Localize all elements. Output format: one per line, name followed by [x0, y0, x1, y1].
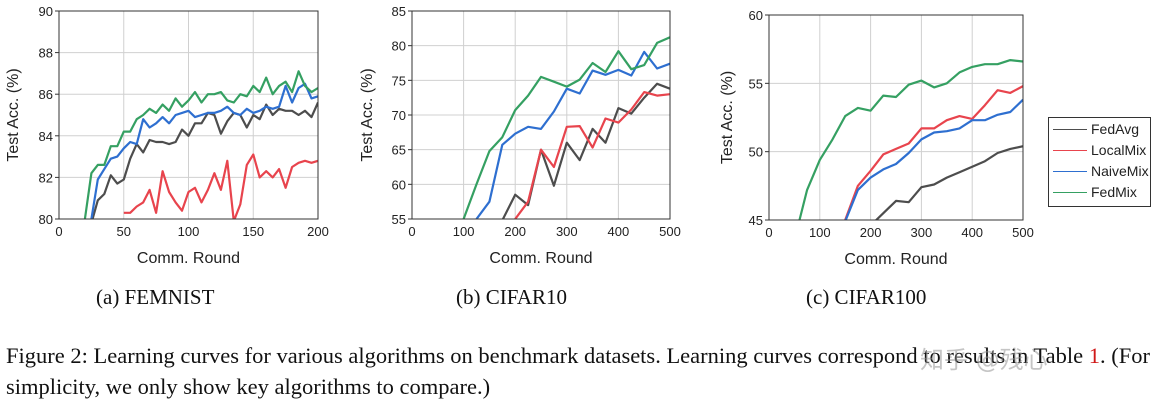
cifar100-chart: 0 100 200 300 400 500 45 50 55 60 Comm. Round Test … [719, 8, 1034, 268]
legend: FedAvg LocalMix NaiveMix FedMix [1048, 117, 1151, 207]
legend-label: FedMix [1091, 184, 1137, 200]
x-tick-label: 50 [117, 224, 131, 239]
plot-frame [768, 14, 1024, 221]
subcaption-cifar100: (c) CIFAR100 [806, 285, 927, 309]
y-tick-label: 86 [39, 87, 53, 102]
fedavg-line-swatch [1053, 128, 1087, 130]
y-tick-label: 84 [39, 129, 53, 144]
series-line-fedmix [798, 59, 1023, 220]
x-tick-label: 100 [453, 224, 475, 239]
subcaption-cifar10: (b) CIFAR10 [456, 285, 568, 309]
legend-label: NaiveMix [1091, 163, 1149, 179]
series-line-naivemix [90, 82, 318, 219]
plot-frame [411, 10, 671, 220]
x-tick-label: 100 [809, 225, 831, 240]
x-tick-label: 0 [765, 225, 772, 240]
y-tick-label: 88 [39, 46, 53, 61]
series-line-localmix [514, 91, 670, 219]
cifar10-chart: 0 100 200 300 400 500 55 60 65 70 75 80 85 Comm. Roun… [359, 4, 681, 267]
x-tick-label: 200 [307, 224, 329, 239]
legend-item-naivemix: NaiveMix [1053, 161, 1149, 181]
y-axis-label: Test Acc. (%) [719, 71, 736, 164]
x-tick-label: 400 [608, 224, 630, 239]
naivemix-line-swatch [1053, 170, 1087, 172]
caption-text-2: . (For simplicity, we only show key algo… [6, 343, 1150, 399]
y-axis-label: Test Acc. (%) [5, 68, 22, 161]
table-reference-link[interactable]: 1 [1088, 343, 1100, 368]
x-tick-label: 100 [178, 224, 200, 239]
y-tick-label: 55 [749, 76, 763, 91]
figure-caption: Figure 2: Learning curves for various al… [6, 340, 1162, 402]
y-tick-label: 60 [392, 177, 406, 192]
x-tick-label: 500 [659, 224, 681, 239]
series-line-fedmix [462, 36, 670, 219]
series-line-naivemix [844, 98, 1023, 220]
x-tick-label: 200 [504, 224, 526, 239]
x-tick-label: 400 [961, 225, 983, 240]
y-tick-label: 90 [39, 4, 53, 19]
x-axis-label: Comm. Round [844, 251, 947, 268]
series-line-fedavg [874, 145, 1023, 220]
y-tick-label: 55 [392, 212, 406, 227]
legend-item-localmix: LocalMix [1053, 140, 1146, 160]
y-tick-label: 70 [392, 108, 406, 123]
fedmix-line-swatch [1053, 191, 1087, 193]
localmix-line-swatch [1053, 149, 1087, 151]
series-line-naivemix [475, 50, 670, 219]
series-line-localmix [844, 85, 1023, 220]
y-tick-label: 80 [39, 212, 53, 227]
x-tick-label: 150 [242, 224, 264, 239]
y-tick-label: 82 [39, 170, 53, 185]
legend-item-fedavg: FedAvg [1053, 119, 1139, 139]
legend-item-fedmix: FedMix [1053, 182, 1137, 202]
x-tick-label: 200 [860, 225, 882, 240]
y-tick-label: 60 [749, 8, 763, 23]
y-axis-label: Test Acc. (%) [359, 68, 376, 161]
x-tick-label: 0 [55, 224, 62, 239]
y-tick-label: 50 [749, 145, 763, 160]
y-tick-label: 65 [392, 143, 406, 158]
charts-canvas: 0 50 100 150 200 80 82 84 86 88 90 Comm. Round Test … [5, 4, 1034, 268]
x-axis-label: Comm. Round [137, 250, 240, 267]
y-tick-label: 85 [392, 4, 406, 19]
legend-label: LocalMix [1091, 142, 1147, 158]
y-tick-label: 45 [749, 213, 763, 228]
x-tick-label: 300 [911, 225, 933, 240]
x-axis-label: Comm. Round [489, 250, 592, 267]
y-tick-label: 80 [392, 39, 406, 54]
x-tick-label: 0 [408, 224, 415, 239]
plot-frame [58, 10, 319, 220]
y-tick-label: 75 [392, 73, 406, 88]
x-tick-label: 300 [556, 224, 578, 239]
subcaption-femnist: (a) FEMNIST [96, 285, 215, 309]
series-line-localmix [123, 153, 318, 219]
femnist-chart: 0 50 100 150 200 80 82 84 86 88 90 Comm. Round Test … [5, 4, 329, 267]
watermark: 知乎 @残心 [920, 346, 1048, 374]
series-line-fedmix [83, 70, 318, 219]
caption-text-1: Figure 2: Learning curves for various al… [6, 343, 1089, 368]
x-tick-label: 500 [1012, 225, 1034, 240]
legend-label: FedAvg [1091, 121, 1139, 137]
series-line-fedavg [91, 102, 318, 219]
